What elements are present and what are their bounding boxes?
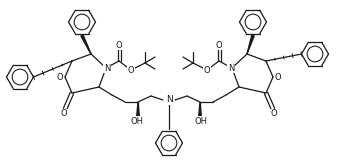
Polygon shape (81, 35, 91, 54)
Text: O: O (116, 40, 122, 49)
Text: O: O (275, 72, 281, 81)
Text: N: N (104, 64, 110, 72)
Text: O: O (57, 72, 63, 81)
Polygon shape (137, 102, 139, 116)
Polygon shape (199, 102, 201, 116)
Text: N: N (228, 64, 234, 72)
Text: OH: OH (194, 116, 208, 125)
Text: O: O (61, 109, 67, 119)
Text: O: O (128, 65, 134, 75)
Text: OH: OH (130, 116, 144, 125)
Text: O: O (271, 109, 277, 119)
Polygon shape (247, 35, 254, 54)
Text: O: O (204, 65, 210, 75)
Text: N: N (166, 96, 172, 104)
Text: O: O (216, 40, 222, 49)
